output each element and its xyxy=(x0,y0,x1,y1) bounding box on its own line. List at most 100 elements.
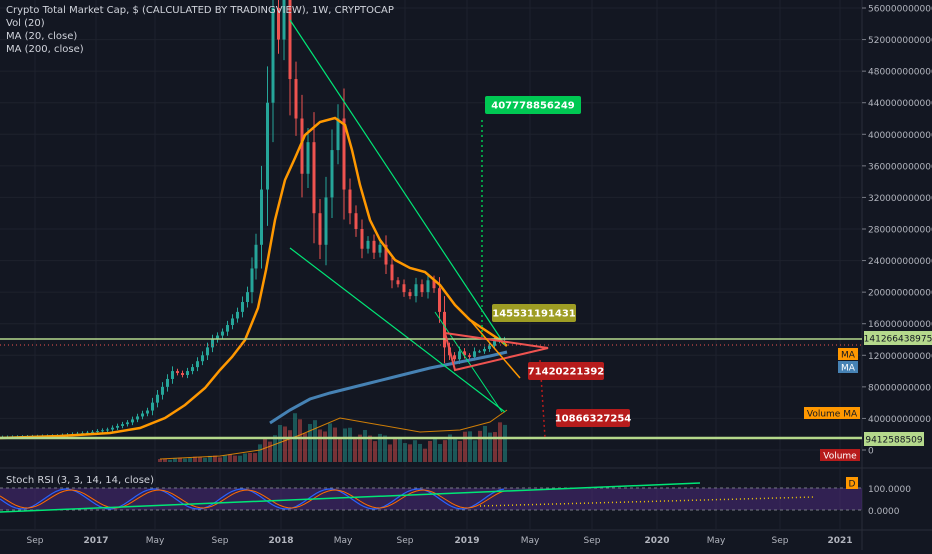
y-tick-label: 320000000000 xyxy=(868,194,932,204)
candle-body xyxy=(453,355,456,360)
candle-body xyxy=(414,284,418,297)
candle-body xyxy=(96,431,99,433)
volume-bar xyxy=(258,444,262,462)
volume-bar xyxy=(253,453,257,462)
volume-bar xyxy=(283,426,287,462)
volume-bar xyxy=(428,440,432,462)
candle-body xyxy=(171,371,174,379)
volume-tag: Volume xyxy=(823,452,857,462)
volume-bar xyxy=(443,440,447,462)
stoch-tick-100: 100.0000 xyxy=(868,485,911,495)
candle-body xyxy=(390,264,394,281)
stoch-d-line xyxy=(0,489,505,509)
candle-body xyxy=(463,351,466,356)
volume-bar xyxy=(383,435,387,462)
candle-body xyxy=(151,402,154,411)
volume-bar xyxy=(453,437,457,462)
candle-body xyxy=(432,280,436,289)
volume-bar xyxy=(458,440,462,462)
annotation-down1: 71420221392 xyxy=(528,367,605,378)
volume-bar xyxy=(413,440,417,462)
volume-bar xyxy=(463,431,467,462)
volume-bar xyxy=(448,434,452,462)
stoch-tick-0: 0.0000 xyxy=(868,507,900,517)
candle-body xyxy=(473,351,476,357)
volume-bar xyxy=(473,440,477,462)
candle-body xyxy=(216,335,219,340)
volume-bar xyxy=(373,441,377,462)
candle-body xyxy=(438,288,441,312)
candle-body xyxy=(483,348,486,352)
volume-bar xyxy=(188,457,192,462)
volume-bar xyxy=(338,439,342,462)
study-ma20[interactable]: MA (20, close) xyxy=(6,31,78,42)
y-tick-label: 560000000000 xyxy=(868,5,932,15)
ma200-line xyxy=(269,350,508,425)
volume-bar xyxy=(433,438,437,462)
candle-body xyxy=(191,367,194,372)
candle-body xyxy=(146,410,149,414)
volume-bar xyxy=(378,433,382,462)
candle-body xyxy=(161,386,164,395)
candle-body xyxy=(324,197,328,245)
candle-body xyxy=(226,325,229,332)
candle-body xyxy=(402,284,406,293)
candle-body xyxy=(116,425,119,428)
candle-body xyxy=(141,413,144,417)
candle-body xyxy=(478,351,481,353)
down-projection xyxy=(539,359,546,439)
candle-body xyxy=(101,430,104,432)
candle-body xyxy=(366,240,370,249)
candle-body xyxy=(342,118,346,190)
candle-body xyxy=(443,311,446,348)
volume-bar xyxy=(343,428,347,462)
study-vol[interactable]: Vol (20) xyxy=(6,18,45,29)
candle-body xyxy=(336,118,340,151)
volume-bar xyxy=(278,425,282,462)
stoch-rsi-title[interactable]: Stoch RSI (3, 3, 14, 14, close) xyxy=(6,475,154,486)
x-tick-label: 2018 xyxy=(268,536,293,546)
study-ma200[interactable]: MA (200, close) xyxy=(6,44,84,55)
volume-bar xyxy=(388,444,392,462)
support-badge: 9412588509 xyxy=(865,436,923,446)
candle-body xyxy=(106,429,109,431)
volume-bar xyxy=(178,457,182,462)
volume-ma-line xyxy=(159,409,508,460)
volume-bar xyxy=(488,432,492,462)
volume-bar xyxy=(353,437,357,462)
y-tick-label: 360000000000 xyxy=(868,162,932,172)
candle-body xyxy=(294,79,298,119)
volume-bar xyxy=(198,457,202,462)
candle-body xyxy=(288,0,292,80)
volume-bar xyxy=(333,427,337,462)
volume-bar xyxy=(348,427,352,462)
volume-bar xyxy=(303,433,307,462)
volume-bar xyxy=(168,459,172,462)
candle-body xyxy=(271,8,275,103)
candle-body xyxy=(206,347,209,356)
volume-bar xyxy=(238,455,242,462)
projection-orange xyxy=(469,319,521,379)
x-tick-label: May xyxy=(334,536,353,546)
x-tick-label: Sep xyxy=(212,536,229,546)
y-tick-label: 240000000000 xyxy=(868,257,932,267)
candle-body xyxy=(111,427,114,430)
candle-body xyxy=(176,371,179,374)
candle-body xyxy=(330,150,334,198)
x-tick-label: 2017 xyxy=(83,536,108,546)
chart-title[interactable]: Crypto Total Market Cap, $ (CALCULATED B… xyxy=(6,5,394,16)
volume-bar xyxy=(248,452,252,462)
volume-bar xyxy=(398,437,402,462)
chart-legend: Crypto Total Market Cap, $ (CALCULATED B… xyxy=(6,4,394,56)
candle-body xyxy=(277,8,280,40)
candle-body xyxy=(121,424,124,426)
volume-bar xyxy=(158,459,162,462)
candle-body xyxy=(354,213,358,229)
candle-body xyxy=(488,345,491,349)
volume-bar xyxy=(323,431,327,462)
annotation-mid: 145531191431 xyxy=(492,309,576,320)
x-tick-label: 2019 xyxy=(454,536,479,546)
candle-body xyxy=(282,0,286,40)
